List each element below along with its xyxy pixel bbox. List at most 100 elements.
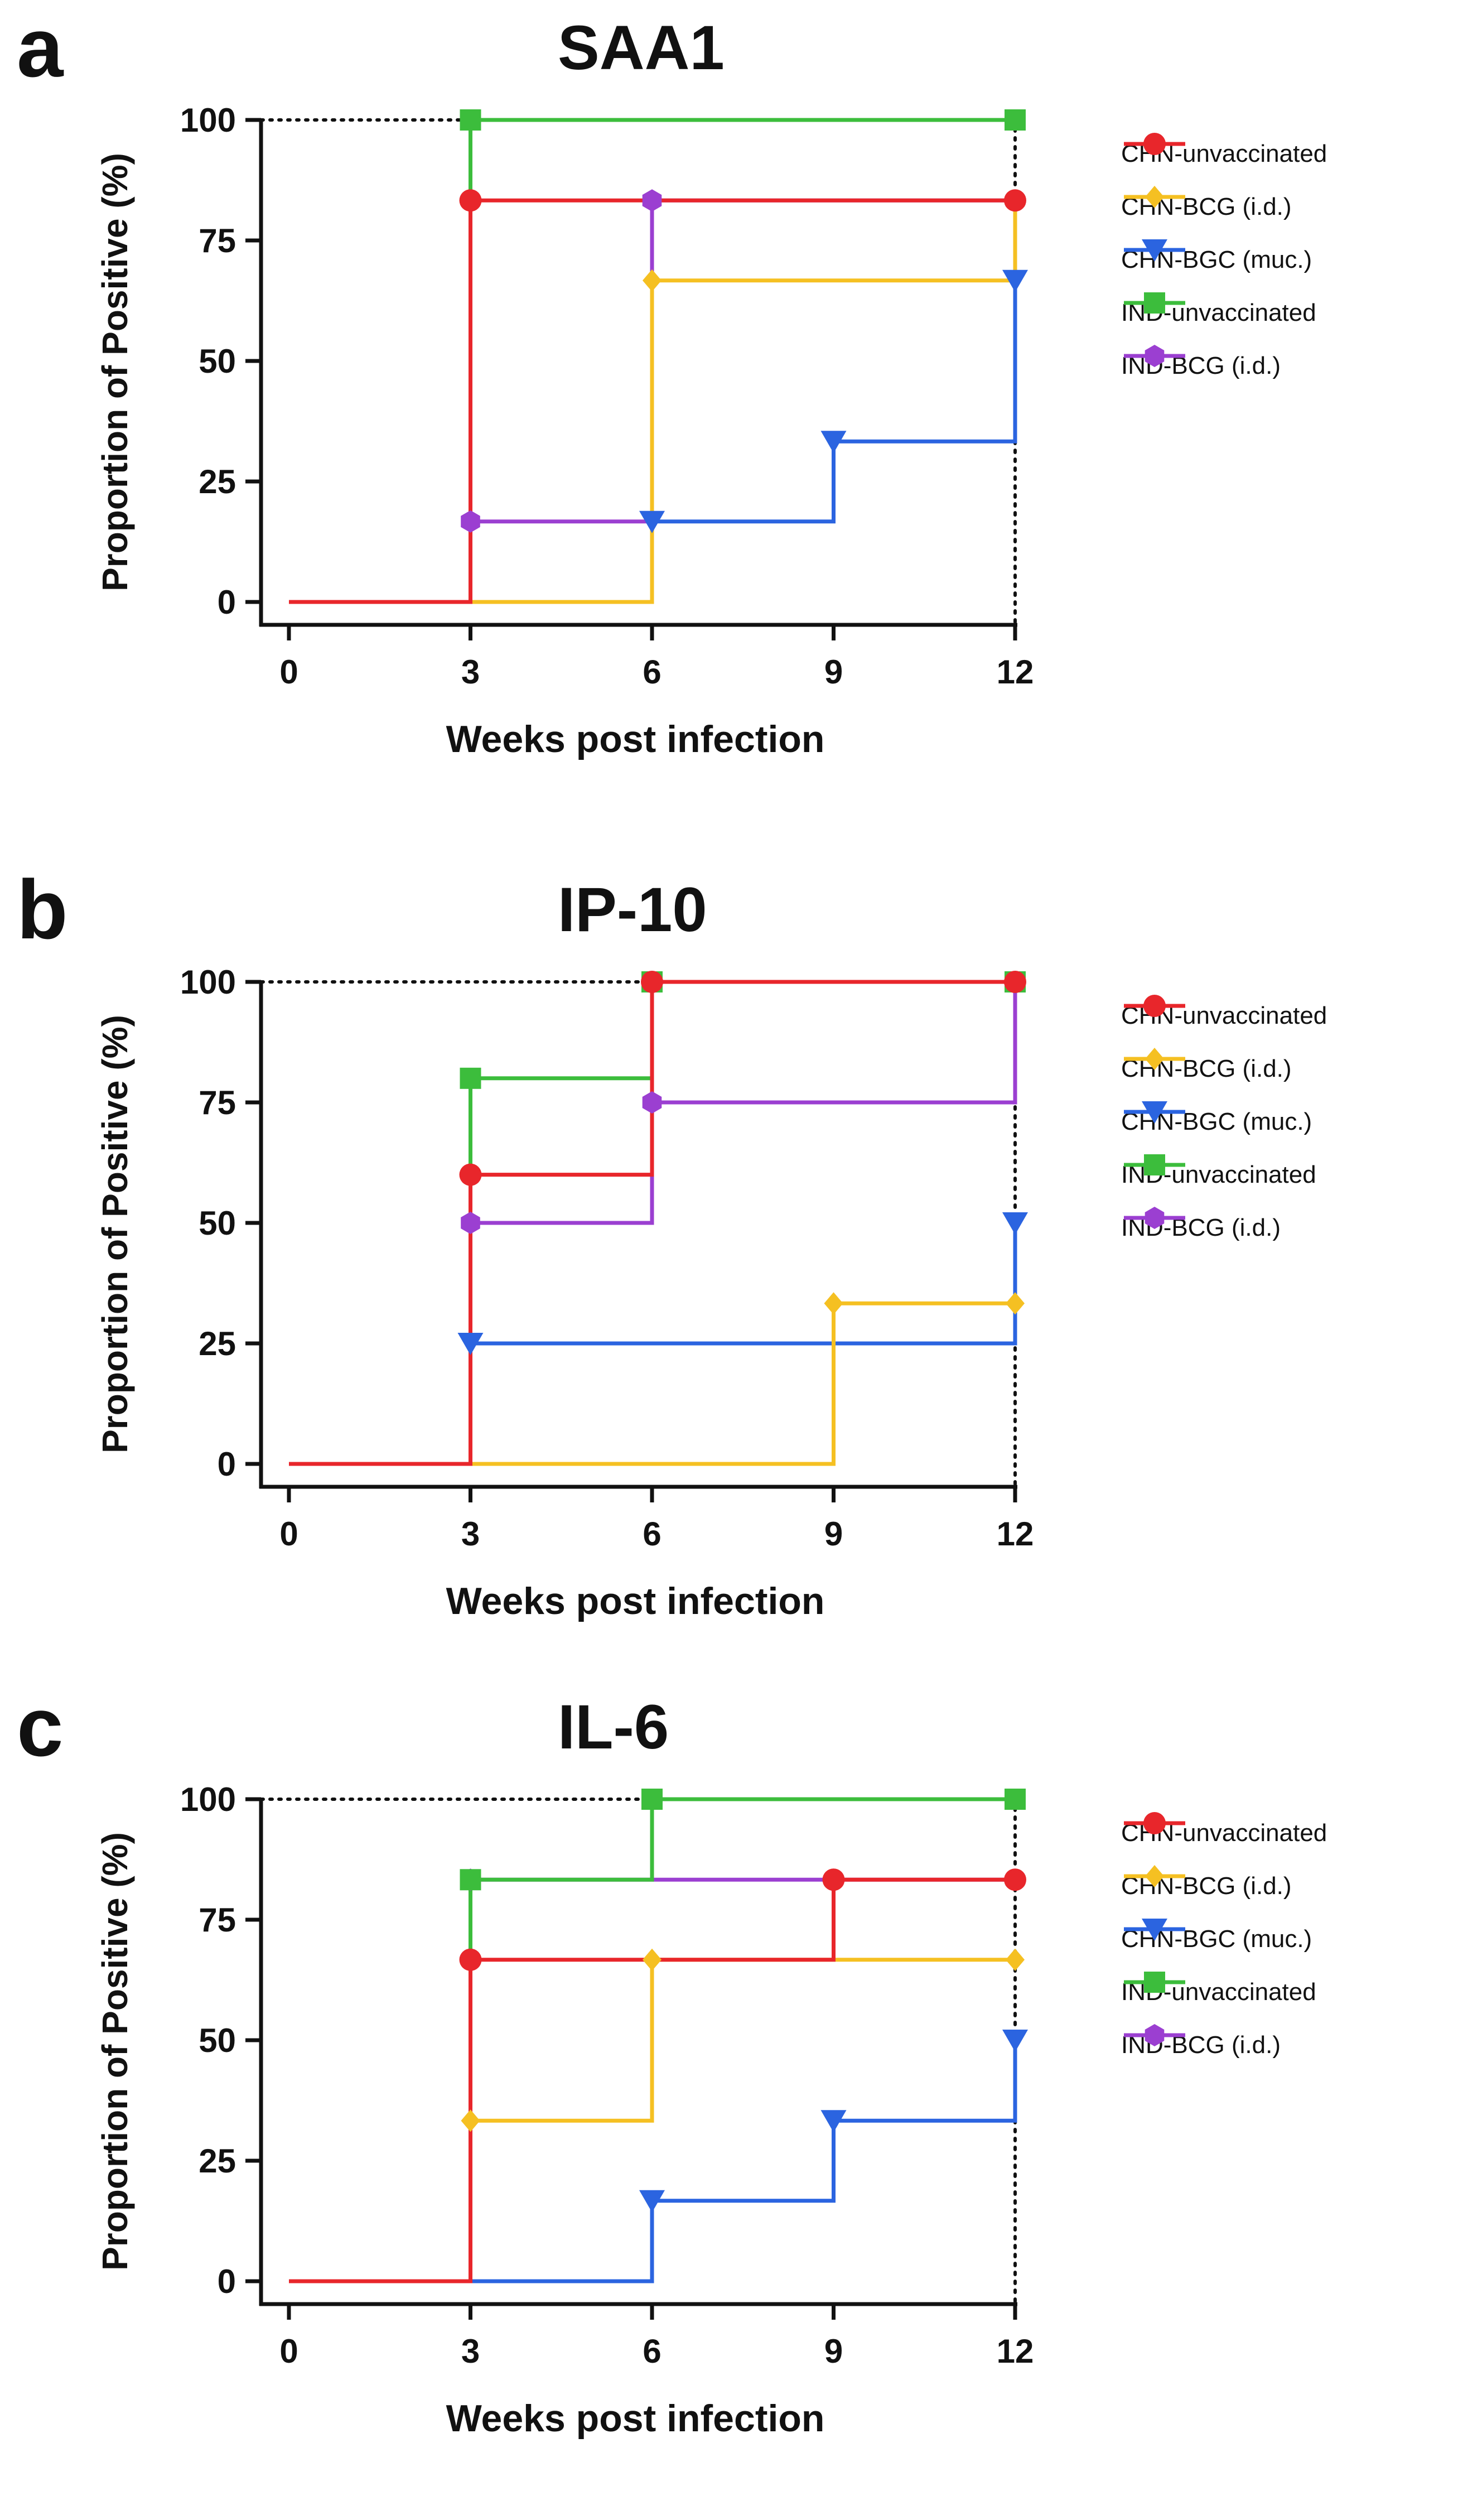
plot-area-b: 0 25 50 75 100 0 3 6 9 12 Weeks post infection Prop… (95, 963, 1034, 1622)
data-point-chn-bcg-i-d (1006, 1292, 1025, 1315)
chart-title-a: SAA1 (558, 13, 725, 83)
legend-swatch-marker (1145, 1865, 1164, 1887)
legend-a: CHN-unvaccinated CHN-BCG (i.d.) CHN-BGC (m… (1121, 127, 1327, 392)
x-tick-label: 0 (279, 653, 298, 691)
data-point-chn-unvaccinated (1004, 1868, 1026, 1891)
legend-item-chn-bgc-muc: CHN-BGC (muc.) (1121, 1095, 1327, 1148)
legend-swatch-marker (1144, 1972, 1165, 1993)
series-markers-chn-bgc-muc (639, 2030, 1028, 2213)
series-markers-chn-bcg-i-d (824, 1292, 1025, 1315)
x-tick-label: 3 (461, 2333, 480, 2370)
legend-swatch (1124, 1919, 1185, 1941)
legend-swatch (1124, 1154, 1185, 1175)
y-tick-label: 25 (199, 463, 236, 500)
x-tick-label: 3 (461, 653, 480, 691)
chart-panel-b: b IP-10 0 25 50 75 100 0 3 6 9 12 Weeks post infec… (0, 862, 1463, 1702)
series-markers-ind-unvaccinated (460, 1789, 1026, 1891)
legend-item-ind-bcg-i-d: IND-BCG (i.d.) (1121, 339, 1327, 392)
data-point-ind-bcg-i-d (642, 189, 662, 212)
legend-swatch (1124, 995, 1185, 1017)
legend-b: CHN-unvaccinated CHN-BCG (i.d.) CHN-BGC (m… (1121, 989, 1327, 1254)
data-point-chn-bgc-muc (457, 1333, 484, 1355)
x-tick-label: 12 (997, 653, 1034, 691)
data-point-chn-unvaccinated (459, 189, 482, 212)
y-tick-label: 75 (199, 1084, 236, 1121)
legend-item-ind-unvaccinated: IND-unvaccinated (1121, 286, 1327, 339)
x-axis-title: Weeks post infection (446, 718, 825, 760)
data-point-ind-unvaccinated (460, 1067, 481, 1089)
legend-swatch-marker (1142, 1919, 1167, 1941)
data-point-chn-unvaccinated (459, 1163, 482, 1186)
data-point-ind-bcg-i-d (461, 510, 480, 533)
y-axis-title: Proportion of Positive (%) (95, 153, 135, 591)
legend-swatch-marker (1143, 995, 1166, 1017)
y-tick-label: 50 (199, 343, 236, 380)
data-point-chn-unvaccinated (1004, 189, 1026, 212)
x-tick-label: 0 (279, 2333, 298, 2370)
x-tick-label: 9 (824, 1515, 843, 1553)
legend-swatch (1124, 1972, 1185, 1993)
legend-swatch-marker (1144, 292, 1165, 314)
data-point-chn-unvaccinated (1004, 971, 1026, 993)
y-axis-title: Proportion of Positive (%) (95, 1832, 135, 2271)
data-point-chn-bgc-muc (820, 431, 847, 454)
series-markers-chn-bgc-muc (457, 1212, 1028, 1355)
data-point-ind-unvaccinated (1005, 1789, 1026, 1810)
x-tick-label: 9 (824, 2333, 843, 2370)
x-tick-label: 6 (643, 2333, 661, 2370)
data-point-chn-bgc-muc (639, 510, 665, 533)
y-tick-label: 25 (199, 1325, 236, 1362)
x-tick-label: 9 (824, 653, 843, 691)
x-tick-label: 12 (997, 1515, 1034, 1553)
y-tick-label: 100 (180, 1781, 236, 1818)
panel-letter-a: a (17, 1, 64, 94)
legend-c: CHN-unvaccinated CHN-BCG (i.d.) CHN-BGC (m… (1121, 1806, 1327, 2071)
data-point-chn-bgc-muc (820, 2110, 847, 2133)
data-point-ind-unvaccinated (460, 1869, 481, 1891)
legend-swatch-marker (1145, 1048, 1164, 1070)
x-axis-title: Weeks post infection (446, 2397, 825, 2440)
chart-title-b: IP-10 (558, 875, 707, 945)
panel-letter-b: b (17, 863, 68, 956)
legend-swatch (1124, 186, 1185, 208)
legend-item-ind-bcg-i-d: IND-BCG (i.d.) (1121, 2018, 1327, 2071)
y-tick-label: 100 (180, 963, 236, 1001)
legend-item-chn-bgc-muc: CHN-BGC (muc.) (1121, 233, 1327, 286)
legend-swatch-marker (1145, 345, 1165, 367)
data-point-chn-bcg-i-d (643, 269, 662, 292)
legend-swatch (1124, 1101, 1185, 1124)
data-point-chn-bgc-muc (1002, 1212, 1028, 1235)
legend-swatch-marker (1145, 2024, 1165, 2046)
series-markers-chn-bcg-i-d (461, 1948, 1025, 2132)
legend-swatch (1124, 1812, 1185, 1834)
series-line-chn-unvaccinated (289, 980, 1015, 1466)
series-markers-chn-bcg-i-d (643, 189, 1025, 292)
legend-swatch-marker (1142, 239, 1167, 262)
data-point-chn-unvaccinated (822, 1868, 845, 1891)
series-chn-unvaccinated (289, 980, 1015, 1466)
y-tick-label: 75 (199, 1901, 236, 1939)
legend-swatch-marker (1143, 1812, 1166, 1834)
data-point-chn-bcg-i-d (824, 1292, 843, 1315)
y-tick-label: 0 (218, 584, 236, 621)
legend-item-ind-unvaccinated: IND-unvaccinated (1121, 1148, 1327, 1201)
data-point-chn-unvaccinated (641, 971, 663, 993)
chart-title-c: IL-6 (558, 1692, 669, 1762)
series-markers-chn-unvaccinated (459, 1868, 1026, 1971)
data-point-chn-bgc-muc (639, 2190, 665, 2213)
legend-swatch-marker (1142, 1101, 1167, 1124)
panel-letter-c: c (17, 1680, 64, 1774)
x-tick-label: 3 (461, 1515, 480, 1553)
legend-item-chn-bcg-i-d: CHN-BCG (i.d.) (1121, 1859, 1327, 1912)
x-tick-label: 12 (997, 2333, 1034, 2370)
data-point-ind-unvaccinated (1005, 109, 1026, 131)
series-markers-chn-bgc-muc (639, 269, 1028, 533)
series-markers-ind-bcg-i-d (461, 189, 1025, 533)
legend-swatch (1124, 1865, 1185, 1887)
legend-swatch (1124, 239, 1185, 262)
legend-swatch (1124, 345, 1185, 367)
data-point-ind-unvaccinated (641, 1789, 663, 1810)
legend-swatch-marker (1145, 1207, 1165, 1229)
data-point-ind-unvaccinated (460, 109, 481, 131)
legend-swatch-marker (1144, 1154, 1165, 1175)
